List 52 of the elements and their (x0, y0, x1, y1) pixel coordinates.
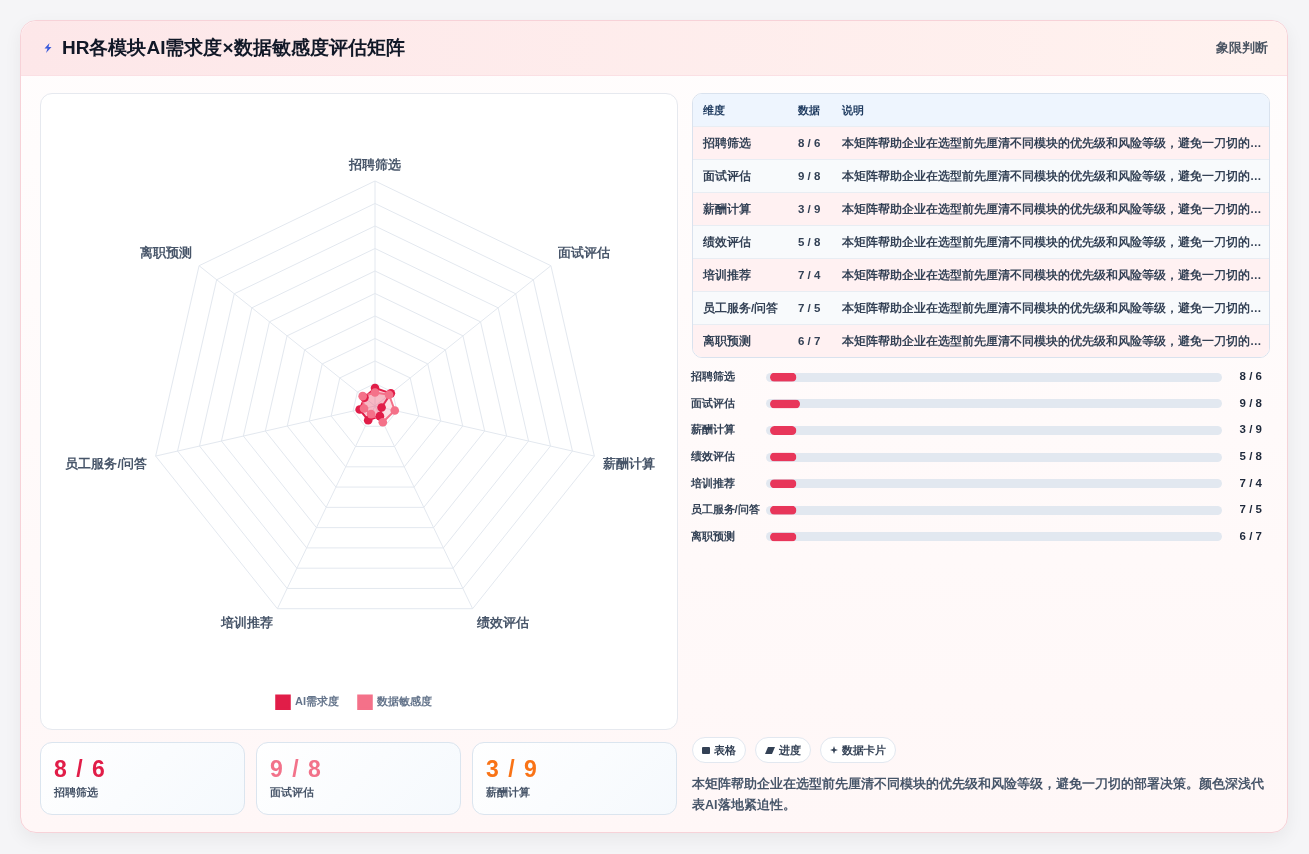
text: 8 / 6 (1239, 370, 1262, 383)
spoke-label: 员工服务/问答 (65, 457, 147, 472)
y-tick-label: 招聘筛选 (689, 370, 735, 383)
text: 6 / 7 (1239, 529, 1262, 542)
text: 本矩阵帮助企业在选型前先厘清不同模块的优先级和风险等级，避免一刀切的… (832, 258, 1269, 292)
legend-label: 数据敏感度 (376, 695, 432, 708)
text: 7 / 4 (1239, 476, 1263, 489)
y-tick-label: 离职预测 (689, 529, 735, 543)
text: 5 / 8 (1239, 450, 1263, 463)
spoke-label: 培训推荐 (220, 614, 274, 630)
category-label: 表格 (714, 742, 736, 758)
spoke-label: 绩效评估 (475, 615, 529, 630)
spoke-label: 招聘筛选 (348, 158, 401, 172)
spoke-label: 离职预测 (139, 245, 193, 261)
text: 7 / 5 (1239, 503, 1263, 516)
spoke-label: 面试评估 (556, 245, 610, 261)
text: 8 / 6 (798, 137, 821, 149)
y-tick-label: 薪酬计算 (689, 423, 735, 436)
category-label: 薪酬计算 (486, 785, 531, 800)
text: 本矩阵帮助企业在选型前先厘清不同模块的优先级和风险等级，避免一刀切的… (832, 159, 1269, 193)
y-tick-label: 面试评估 (689, 396, 735, 409)
text: 本矩阵帮助企业在选型前先厘清不同模块的优先级和风险等级，避免一刀切的… (832, 225, 1269, 259)
text: 6 / 7 (798, 335, 821, 347)
text: 7 / 4 (798, 269, 821, 281)
spoke-label: 薪酬计算 (602, 456, 656, 472)
text: 本矩阵帮助企业在选型前先厘清不同模块的优先级和风险等级，避免一刀切的… (832, 291, 1269, 325)
category-label: 进度 (779, 742, 801, 758)
text: 5 / 8 (798, 236, 821, 248)
text: HR各模块AI需求度×数据敏感度评估矩阵 (62, 36, 405, 60)
category-label: 招聘筛选 (54, 785, 99, 800)
text: 本矩阵帮助企业在选型前先厘清不同模块的优先级和风险等级，避免一刀切的… (832, 324, 1269, 357)
text: 数据 (788, 94, 832, 127)
text: 象限判断 (1216, 39, 1268, 57)
y-tick-label: 绩效评估 (689, 450, 735, 463)
text: 本矩阵帮助企业在选型前先厘清不同模块的优先级和风险等级，避免一刀切的… (832, 126, 1269, 160)
y-tick-label: 培训推荐 (689, 476, 735, 489)
text: 3 / 9 (1239, 423, 1262, 436)
text: 3 / 9 (486, 756, 539, 782)
text: 本矩阵帮助企业在选型前先厘清不同模块的优先级和风险等级，避免一刀切的… (832, 192, 1269, 226)
category-label: 数据卡片 (842, 742, 886, 758)
text: 9 / 8 (1239, 396, 1263, 409)
y-tick-label: 员工服务/问答 (690, 503, 761, 516)
text: 8 / 6 (54, 756, 107, 782)
legend-label: AI需求度 (295, 695, 339, 708)
text: 9 / 8 (798, 170, 821, 182)
text: 7 / 5 (798, 302, 821, 314)
text: 9 / 8 (270, 756, 323, 782)
category-label: 面试评估 (270, 785, 315, 800)
text: 维度 (693, 94, 788, 127)
text: 本矩阵帮助企业在选型前先厘清不同模块的优先级和风险等级，避免一刀切的部署决策。颜色深浅代表AI落地紧迫性。 (692, 776, 1265, 814)
text: 说明 (832, 94, 1269, 127)
text: 3 / 9 (798, 203, 821, 215)
